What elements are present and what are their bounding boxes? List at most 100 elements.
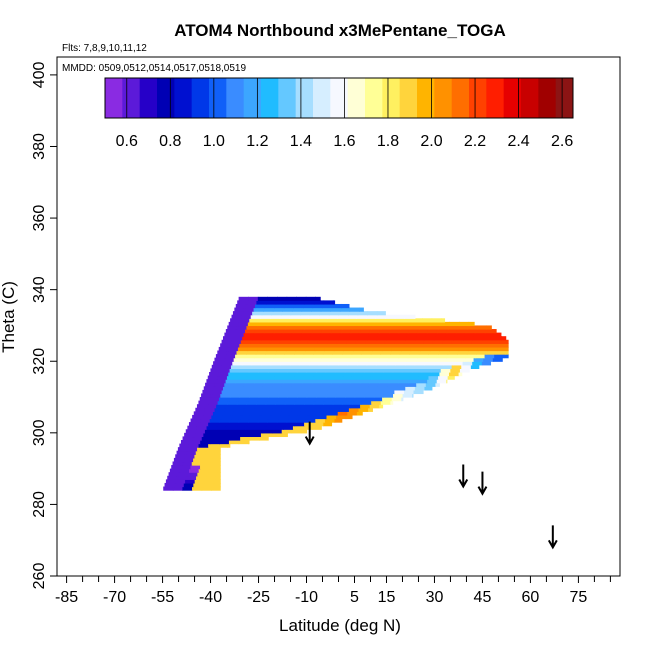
heatmap-cell — [176, 475, 188, 480]
heatmap-cell — [329, 407, 340, 412]
heatmap-cell — [266, 397, 278, 402]
heatmap-cell — [339, 332, 350, 337]
heatmap-cell — [264, 329, 275, 334]
heatmap-cell — [335, 318, 346, 323]
heatmap-cell — [368, 332, 379, 337]
heatmap-cell — [224, 332, 235, 337]
heatmap-cell — [380, 375, 391, 380]
heatmap-cell — [461, 364, 472, 369]
heatmap-cell — [280, 411, 291, 416]
heatmap-cell — [320, 357, 331, 362]
heatmap-cell — [405, 336, 416, 341]
heatmap-cell — [429, 371, 440, 377]
heatmap-cell — [295, 371, 306, 377]
heatmap-cell — [458, 321, 470, 327]
heatmap-cell — [304, 325, 315, 330]
heatmap-cell — [396, 357, 407, 362]
heatmap-cell — [253, 382, 264, 387]
heatmap-cell — [314, 397, 326, 402]
heatmap-cell — [317, 314, 329, 319]
heatmap-cell — [270, 336, 282, 341]
heatmap-cell — [283, 404, 294, 409]
heatmap-cell — [321, 379, 332, 384]
heatmap-cell — [382, 321, 393, 327]
heatmap-cell — [305, 371, 316, 377]
heatmap-cell — [169, 468, 181, 473]
colorbar-swatch — [399, 78, 418, 118]
heatmap-cell — [276, 371, 287, 377]
heatmap-cell — [494, 354, 505, 359]
heatmap-cell — [220, 368, 231, 373]
heatmap-cell — [377, 357, 388, 362]
heatmap-cell — [358, 382, 369, 387]
heatmap-cell — [287, 343, 298, 348]
heatmap-cell — [172, 461, 183, 466]
heatmap-cell — [349, 382, 360, 387]
heatmap-cell — [333, 346, 345, 352]
heatmap-cell — [270, 361, 281, 366]
heatmap-cell — [371, 400, 382, 405]
heatmap-cell — [299, 336, 310, 341]
heatmap-cell — [328, 361, 339, 366]
heatmap-cell — [394, 364, 405, 369]
heatmap-cell — [280, 311, 292, 316]
heatmap-cell — [268, 343, 279, 348]
heatmap-cell — [199, 397, 210, 402]
heatmap-cell — [269, 339, 280, 344]
heatmap-cell — [354, 318, 366, 323]
heatmap-cell — [275, 325, 286, 330]
colorbar-swatch — [503, 78, 522, 118]
heatmap-cell — [413, 314, 416, 319]
heatmap-cell — [206, 404, 217, 409]
heatmap-cell — [418, 375, 430, 380]
heatmap-cell — [229, 393, 241, 398]
heatmap-cell — [230, 436, 241, 441]
heatmap-cell — [296, 296, 307, 301]
heatmap-cell — [449, 346, 460, 352]
heatmap-cell — [353, 321, 364, 327]
heatmap-cell — [343, 371, 354, 377]
heatmap-cell — [246, 400, 257, 405]
heatmap-cell — [348, 407, 360, 412]
heatmap-cell — [195, 450, 206, 455]
heatmap-cell — [194, 479, 205, 484]
heatmap-cell — [235, 354, 246, 359]
heatmap-cell — [365, 339, 376, 344]
heatmap-cell — [300, 407, 312, 412]
heatmap-cell — [305, 418, 316, 423]
heatmap-cell — [358, 357, 369, 362]
heatmap-cell — [361, 350, 372, 355]
heatmap-cell — [235, 404, 246, 409]
heatmap-cell — [417, 379, 428, 384]
heatmap-cell — [171, 465, 182, 470]
heatmap-cell — [416, 382, 427, 387]
heatmap-cell — [263, 307, 274, 312]
heatmap-cell — [268, 414, 280, 420]
heatmap-cell — [324, 397, 335, 402]
heatmap-cell — [380, 350, 391, 355]
heatmap-cell — [242, 386, 253, 391]
heatmap-cell — [384, 364, 395, 369]
heatmap-cell — [206, 472, 218, 477]
heatmap-cell — [336, 389, 347, 395]
heatmap-cell — [373, 368, 384, 373]
heatmap-cell — [222, 411, 233, 416]
heatmap-cell — [205, 382, 216, 387]
heatmap-cell — [497, 346, 508, 352]
heatmap-cell — [245, 303, 256, 309]
heatmap-cell — [410, 371, 421, 377]
heatmap-cell — [193, 432, 204, 438]
heatmap-cell — [305, 296, 316, 301]
colorbar-swatch — [538, 78, 557, 118]
heatmap-cell — [394, 389, 405, 395]
heatmap-cell — [417, 329, 428, 334]
heatmap-cell — [409, 375, 420, 380]
heatmap-cell — [182, 486, 193, 491]
heatmap-cell — [250, 389, 261, 395]
heatmap-cell — [215, 354, 227, 359]
colorbar-swatch — [295, 78, 314, 118]
heatmap-cell — [418, 350, 430, 355]
heatmap-cell — [423, 339, 434, 344]
heatmap-cell — [322, 350, 334, 355]
